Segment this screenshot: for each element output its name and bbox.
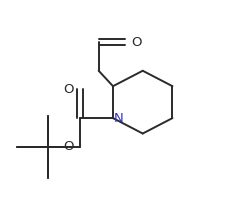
Text: N: N [113,112,123,125]
Text: O: O [130,36,141,49]
Text: O: O [63,83,74,96]
Text: O: O [63,140,74,153]
